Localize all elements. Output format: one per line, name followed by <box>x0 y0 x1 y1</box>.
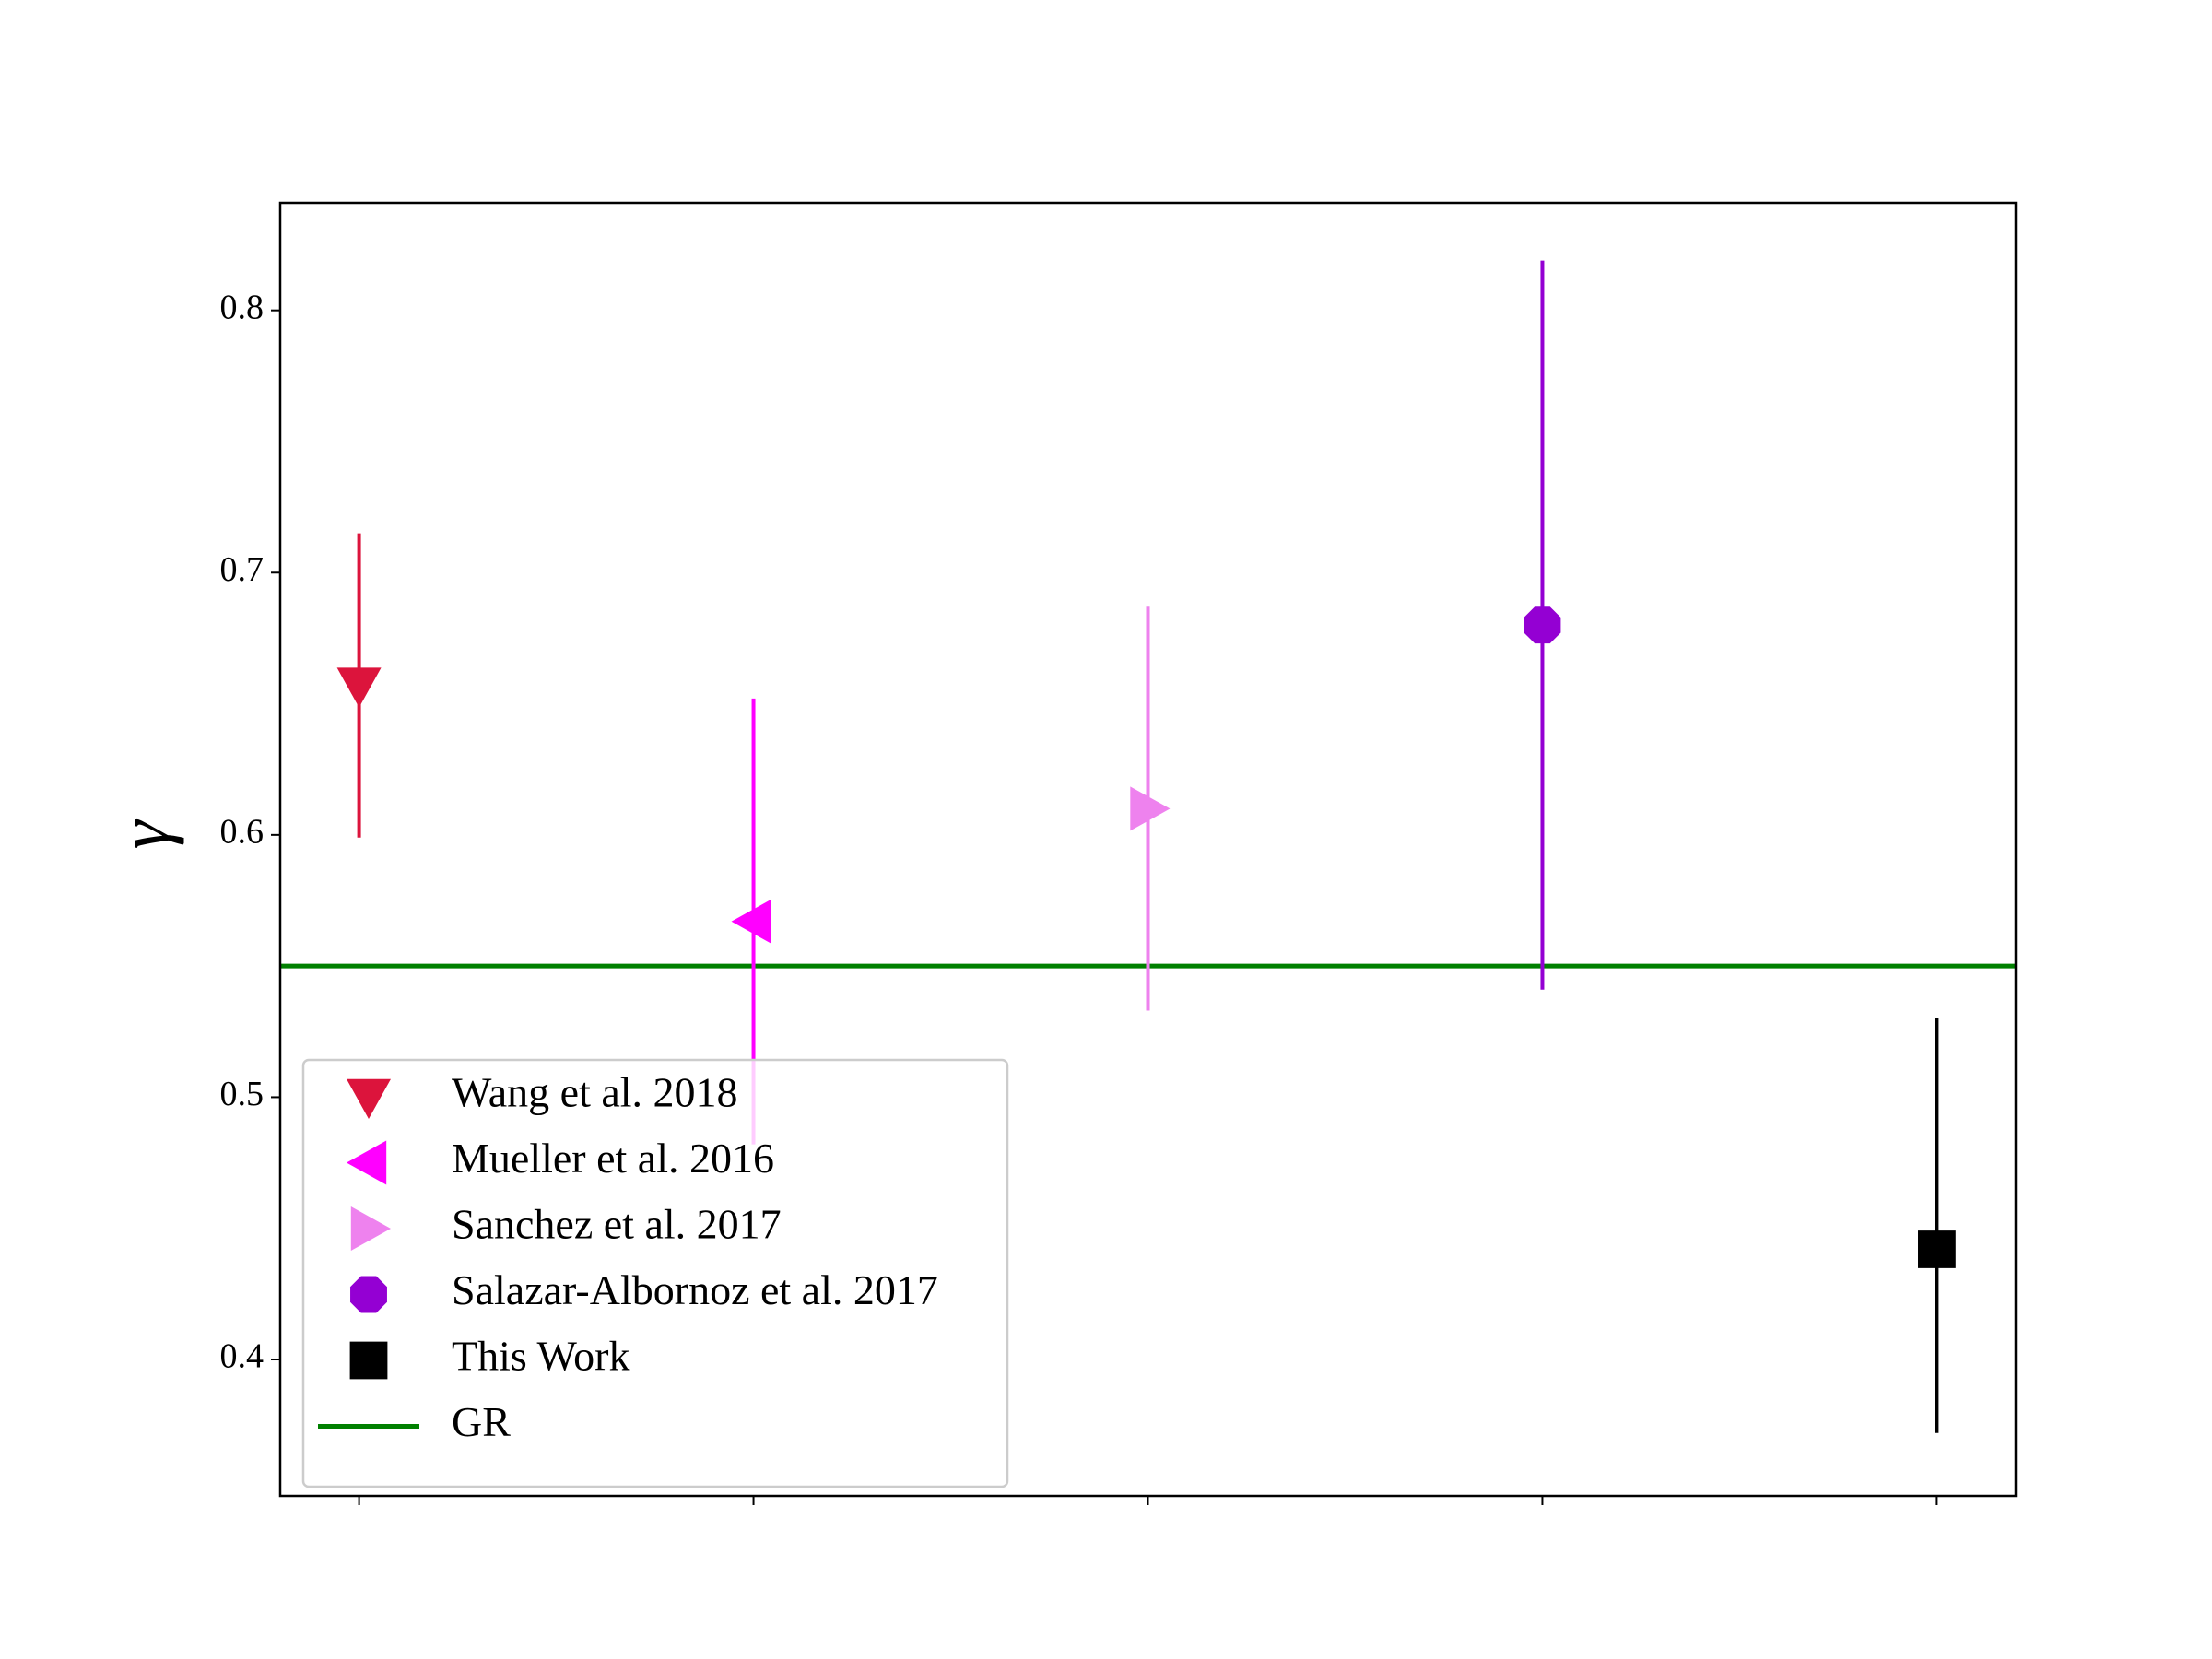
axes-frame <box>278 201 2018 1498</box>
y-tick-label: 0.6 <box>220 813 265 852</box>
marker <box>347 1078 391 1119</box>
marker <box>731 899 771 944</box>
marker <box>350 1206 391 1251</box>
y-tick-label: 0.8 <box>220 288 265 326</box>
legend-label: Wang et al. 2018 <box>452 1069 738 1116</box>
marker <box>1918 1230 1956 1268</box>
marker <box>336 667 382 708</box>
y-tick-label: 0.7 <box>220 550 265 589</box>
legend-label: GR <box>452 1398 511 1445</box>
marker <box>350 1276 387 1313</box>
legend: Wang et al. 2018 Mueller et al. 2016 Sanch… <box>301 1058 1009 1488</box>
legend-frame <box>301 1058 1009 1488</box>
legend-label: Salazar-Albornoz et al. 2017 <box>452 1266 938 1313</box>
marker <box>1130 786 1171 831</box>
y-tick-label: 0.5 <box>220 1075 265 1113</box>
marker <box>1524 606 1561 644</box>
y-axis-label: γ <box>104 818 184 849</box>
legend-label: Sanchez et al. 2017 <box>452 1201 782 1248</box>
marker <box>347 1140 387 1185</box>
plot-area <box>280 260 2016 1433</box>
legend-label: This Work <box>452 1333 630 1380</box>
y-tick-label: 0.4 <box>220 1337 265 1376</box>
legend-label: Mueller et al. 2016 <box>452 1135 774 1182</box>
marker <box>349 1341 388 1380</box>
